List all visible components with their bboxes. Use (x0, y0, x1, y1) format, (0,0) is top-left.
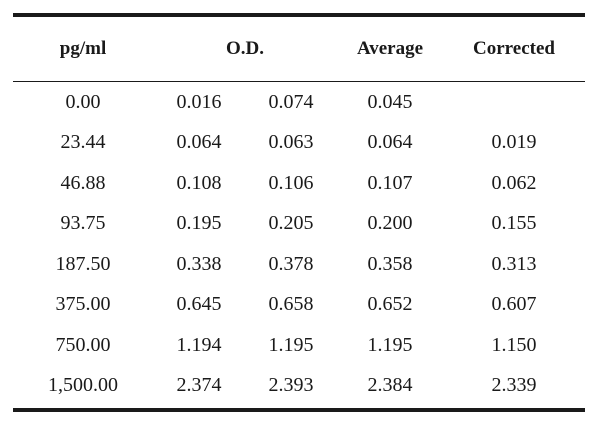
table-row: 1,500.00 2.374 2.393 2.384 2.339 (13, 366, 585, 409)
header-average: Average (356, 38, 424, 59)
cell-concentration: 375.00 (55, 293, 111, 316)
cell-od-2: 0.074 (268, 90, 314, 113)
cell-od-1: 0.016 (176, 90, 222, 113)
cell-od-2: 0.378 (268, 252, 314, 275)
cell-average: 1.195 (367, 333, 413, 356)
top-rule (13, 13, 585, 17)
bottom-rule (13, 408, 585, 412)
cell-average: 0.358 (367, 252, 413, 275)
cell-concentration: 187.50 (55, 252, 111, 275)
cell-average: 2.384 (367, 374, 413, 397)
header-row: pg/ml O.D. Average Corrected (13, 17, 585, 81)
cell-od-2: 0.063 (268, 131, 314, 154)
header-concentration: pg/ml (59, 38, 107, 59)
cell-concentration: 23.44 (60, 131, 106, 154)
cell-concentration: 93.75 (60, 212, 106, 235)
cell-corrected: 0.313 (491, 252, 537, 275)
cell-od-1: 0.195 (176, 212, 222, 235)
header-corrected: Corrected (473, 38, 555, 59)
cell-od-1: 0.645 (176, 293, 222, 316)
cell-average: 0.045 (367, 90, 413, 113)
table-row: 0.00 0.016 0.074 0.045 (13, 82, 585, 123)
cell-od-1: 0.338 (176, 252, 222, 275)
cell-od-2: 2.393 (268, 374, 314, 397)
cell-average: 0.107 (367, 171, 413, 194)
cell-corrected: 0.155 (491, 212, 537, 235)
cell-corrected: 0.062 (491, 171, 537, 194)
standard-curve-table: pg/ml O.D. Average Corrected 0.00 0.016 … (13, 13, 585, 412)
cell-od-2: 1.195 (268, 333, 314, 356)
cell-od-1: 0.064 (176, 131, 222, 154)
cell-concentration: 46.88 (60, 171, 106, 194)
table-row: 23.44 0.064 0.063 0.064 0.019 (13, 123, 585, 164)
cell-od-1: 0.108 (176, 171, 222, 194)
cell-od-2: 0.205 (268, 212, 314, 235)
table-row: 46.88 0.108 0.106 0.107 0.062 (13, 163, 585, 204)
table-row: 750.00 1.194 1.195 1.195 1.150 (13, 325, 585, 366)
cell-corrected: 0.019 (491, 131, 537, 154)
cell-corrected: 1.150 (491, 333, 537, 356)
cell-od-2: 0.658 (268, 293, 314, 316)
table-row: 93.75 0.195 0.205 0.200 0.155 (13, 204, 585, 245)
cell-concentration: 1,500.00 (48, 374, 118, 397)
cell-concentration: 0.00 (65, 90, 101, 113)
data-table: pg/ml O.D. Average Corrected 0.00 0.016 … (13, 17, 585, 408)
header-rule (13, 81, 585, 82)
cell-concentration: 750.00 (55, 333, 111, 356)
table-row: 187.50 0.338 0.378 0.358 0.313 (13, 244, 585, 285)
cell-corrected: 2.339 (491, 374, 537, 397)
header-od: O.D. (226, 38, 264, 59)
cell-od-1: 2.374 (176, 374, 222, 397)
table-row: 375.00 0.645 0.658 0.652 0.607 (13, 285, 585, 326)
cell-average: 0.064 (367, 131, 413, 154)
cell-od-1: 1.194 (176, 333, 222, 356)
cell-corrected: 0.607 (491, 293, 537, 316)
cell-average: 0.652 (367, 293, 413, 316)
cell-average: 0.200 (367, 212, 413, 235)
cell-od-2: 0.106 (268, 171, 314, 194)
cell-corrected (443, 82, 585, 123)
